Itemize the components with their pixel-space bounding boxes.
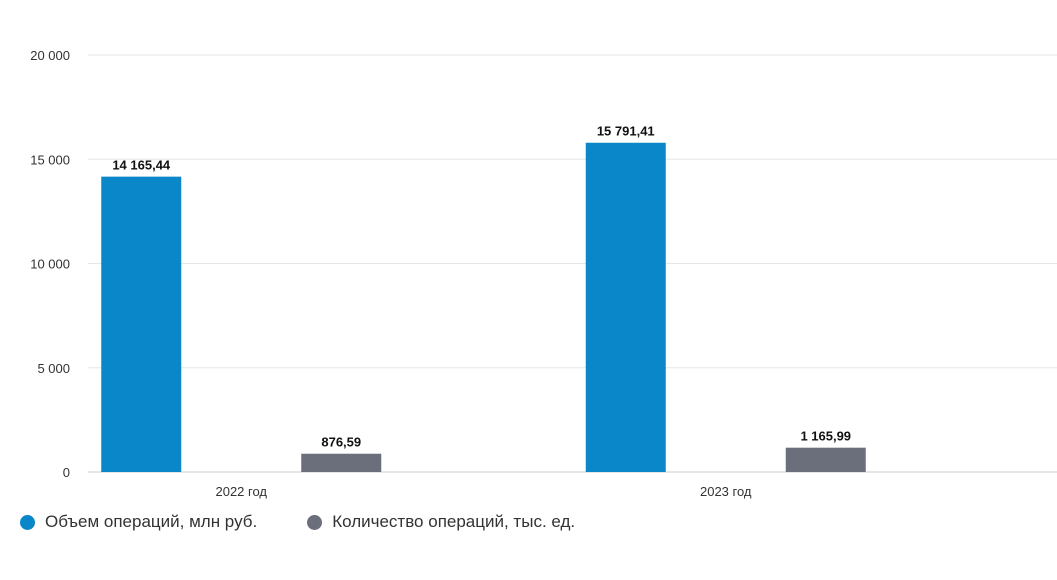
legend-marker-volume — [20, 514, 35, 530]
legend: Объем операций, млн руб. Количество опер… — [20, 512, 575, 532]
legend-label-count: Количество операций, тыс. ед. — [332, 512, 576, 531]
legend-marker-count — [307, 514, 323, 530]
data-label-volume-1: 15 791,41 — [597, 124, 655, 139]
data-label-count-0: 876,59 — [321, 435, 361, 450]
legend-item-count[interactable]: Количество операций, тыс. ед. — [307, 512, 575, 532]
bar-count-0[interactable] — [301, 453, 382, 472]
legend-item-volume[interactable]: Объем операций, млн руб. — [20, 512, 257, 532]
x-category-label: 2023 год — [700, 484, 752, 499]
y-tick-label: 20 000 — [30, 48, 70, 63]
y-tick-label: 15 000 — [30, 152, 70, 167]
grid-layer — [88, 54, 1057, 473]
x-axis-categories: 2022 год 2023 год — [215, 484, 751, 499]
x-category-label: 2022 год — [215, 484, 267, 499]
bar-volume-1[interactable] — [585, 142, 666, 473]
y-tick-label: 5 000 — [37, 361, 70, 376]
y-tick-label: 10 000 — [30, 257, 70, 272]
y-tick-label: 0 — [63, 465, 70, 480]
y-axis-ticks: 0 5 000 10 000 15 000 20 000 — [30, 48, 70, 480]
bar-volume-0[interactable] — [101, 176, 182, 472]
legend-label-volume: Объем операций, млн руб. — [45, 512, 258, 531]
bar-chart: 0 5 000 10 000 15 000 20 000 14 165,44 876,59… — [30, 48, 1057, 499]
bars — [101, 142, 866, 473]
data-label-volume-0: 14 165,44 — [112, 158, 171, 173]
data-label-count-1: 1 165,99 — [800, 429, 851, 444]
bar-count-1[interactable] — [785, 447, 866, 472]
data-labels: 14 165,44 876,59 15 791,41 1 165,99 — [112, 124, 851, 450]
